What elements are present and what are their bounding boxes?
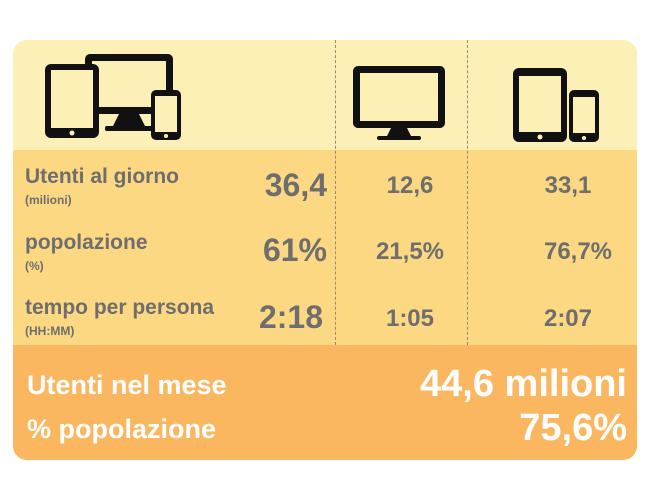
desktop-value: 12,6 <box>386 172 434 199</box>
row-label: Utenti al giorno <box>25 165 179 188</box>
mobile-value: 2:07 <box>543 305 593 332</box>
population-percent-value: 75,6% <box>519 407 627 449</box>
monthly-users-label: Utenti nel mese <box>27 370 227 400</box>
desktop-value: 21,5% <box>375 238 445 265</box>
total-value: 2:18 <box>258 299 323 335</box>
total-value: 36,4 <box>264 167 327 203</box>
monthly-users-value: 44,6 milioni <box>420 363 627 405</box>
stats-card: Utenti al giorno (milioni) 36,4 12,6 33,… <box>13 40 637 460</box>
tablet-phone-icon <box>513 68 599 142</box>
total-value: 61% <box>262 232 327 268</box>
desktop-monitor-icon <box>353 66 445 140</box>
population-percent-label: % popolazione <box>27 414 216 444</box>
monthly-summary-band <box>13 345 637 460</box>
column-divider <box>467 40 468 345</box>
row-unit: (%) <box>25 259 44 273</box>
row-unit: (milioni) <box>25 193 72 207</box>
row-label: tempo per persona <box>25 296 215 319</box>
column-divider <box>335 40 336 345</box>
stats-body-band <box>13 150 637 345</box>
mobile-value: 76,7% <box>543 238 613 265</box>
mobile-value: 33,1 <box>544 172 592 199</box>
desktop-value: 1:05 <box>385 305 435 332</box>
row-unit: (HH:MM) <box>25 324 75 338</box>
all-devices-icon <box>45 54 181 140</box>
row-label: popolazione <box>25 231 148 254</box>
